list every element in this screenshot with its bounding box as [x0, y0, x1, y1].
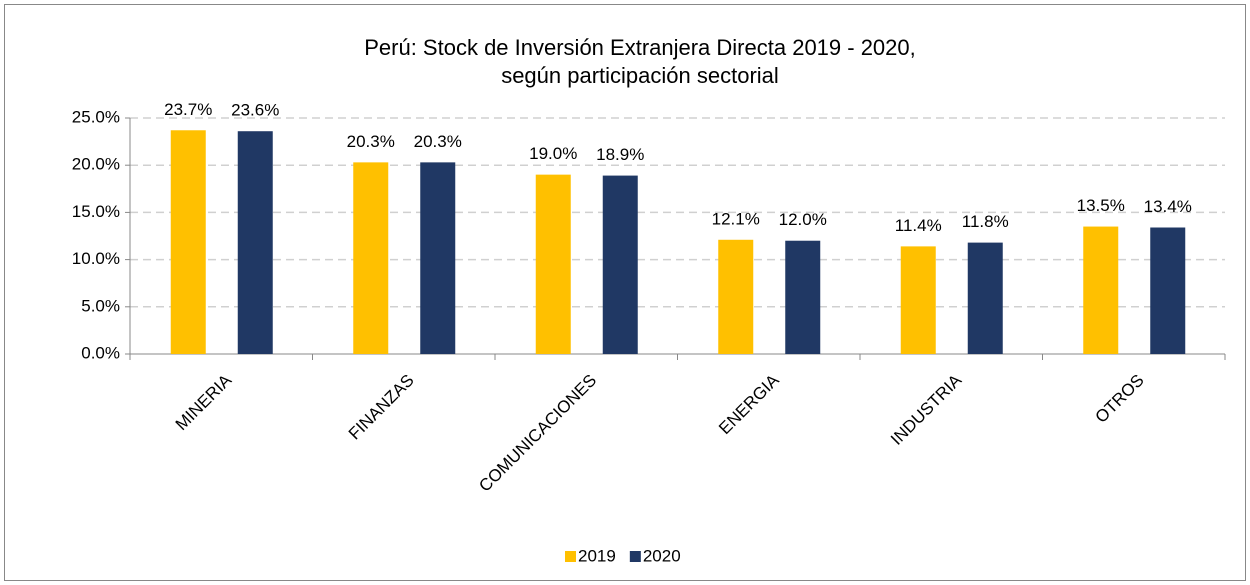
- data-label: 13.4%: [1144, 197, 1192, 216]
- data-label: 11.8%: [962, 212, 1009, 231]
- y-tick-label: 25.0%: [72, 107, 120, 126]
- bar: [353, 162, 389, 354]
- data-label: 23.7%: [164, 100, 212, 119]
- data-label: 18.9%: [596, 145, 644, 164]
- bar: [1083, 226, 1119, 354]
- data-label: 12.1%: [712, 209, 760, 228]
- bar: [900, 246, 936, 354]
- data-label: 19.0%: [529, 144, 577, 163]
- bar: [718, 239, 754, 354]
- y-tick-label: 20.0%: [72, 155, 120, 174]
- y-tick-label: 15.0%: [72, 202, 120, 221]
- bar: [170, 130, 206, 354]
- data-label: 20.3%: [347, 132, 395, 151]
- data-label: 20.3%: [414, 132, 462, 151]
- legend-swatch: [629, 551, 641, 562]
- y-tick-label: 0.0%: [81, 343, 120, 362]
- chart-title: Perú: Stock de Inversión Extranjera Dire…: [364, 35, 916, 60]
- legend-label: 2020: [643, 546, 681, 565]
- bar: [535, 174, 571, 354]
- bar: [785, 240, 821, 354]
- data-label: 12.0%: [779, 210, 827, 229]
- legend-swatch: [565, 551, 576, 562]
- bar: [602, 175, 638, 354]
- bar: [967, 242, 1003, 354]
- bar: [1150, 227, 1186, 354]
- data-label: 23.6%: [231, 101, 279, 120]
- y-tick-label: 10.0%: [72, 249, 120, 268]
- bar: [420, 162, 456, 354]
- y-tick-label: 5.0%: [81, 296, 120, 315]
- data-label: 13.5%: [1077, 196, 1125, 215]
- bar: [237, 131, 273, 354]
- legend-label: 2019: [578, 546, 616, 565]
- data-label: 11.4%: [895, 216, 942, 235]
- chart-title: según participación sectorial: [501, 63, 779, 88]
